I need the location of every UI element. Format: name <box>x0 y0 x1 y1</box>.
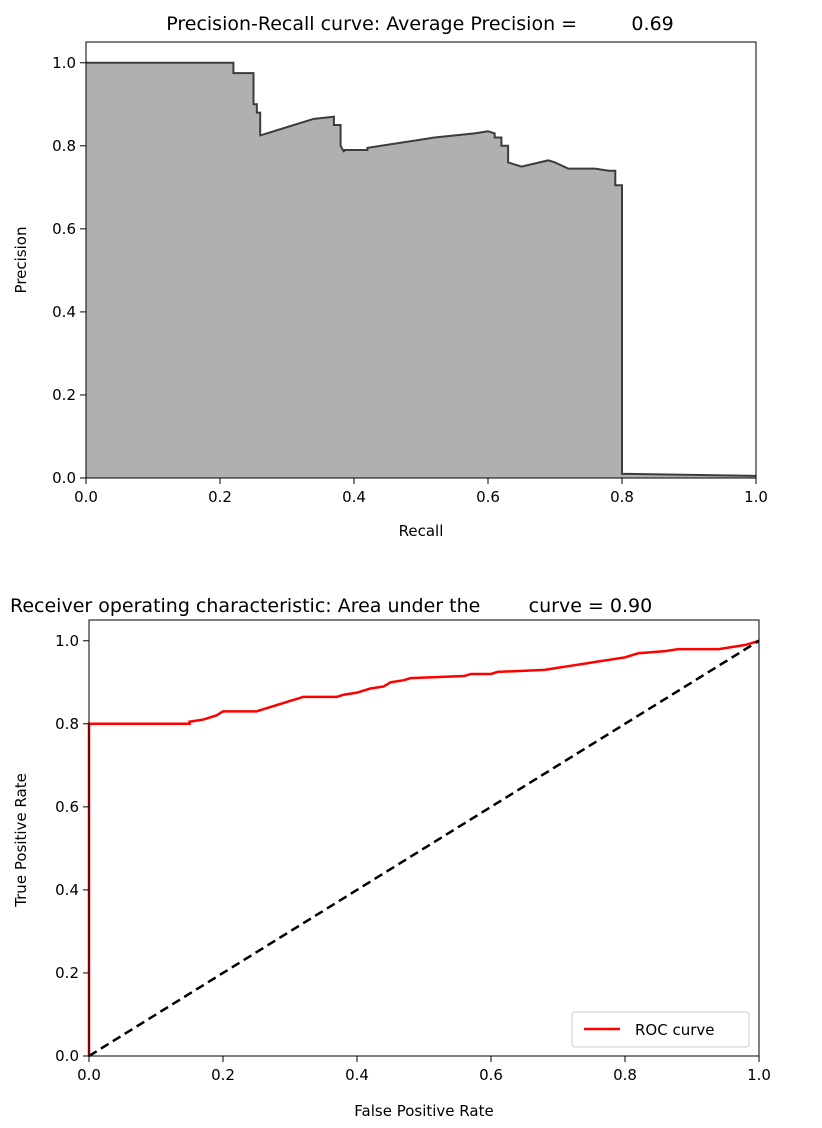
pr-y-tick-label: 0.6 <box>52 220 76 238</box>
roc-y-tick-label: 0.8 <box>55 715 79 733</box>
roc-y-tick-label: 1.0 <box>55 632 79 650</box>
roc-y-tick-label: 0.4 <box>55 881 79 899</box>
chance-diagonal-line <box>88 639 760 1058</box>
pr-x-tick-label: 0.0 <box>74 488 98 506</box>
roc-x-tick-label: 1.0 <box>747 1066 771 1084</box>
legend-roc-label: ROC curve <box>635 1021 715 1039</box>
pr-x-tick-label: 0.8 <box>610 488 634 506</box>
roc-x-tick-label: 0.4 <box>345 1066 369 1084</box>
roc-y-tick-label: 0.2 <box>55 964 79 982</box>
pr-chart-title: Precision-Recall curve: Average Precisio… <box>166 13 674 35</box>
legend-box <box>571 1011 750 1048</box>
pr-curve-line <box>86 61 757 477</box>
precision-recall-chart: Precision-Recall curve: Average Precisio… <box>12 13 768 540</box>
roc-y-tick-label: 0.6 <box>55 798 79 816</box>
roc-chart-title: Receiver operating characteristic: Area … <box>10 595 652 617</box>
pr-y-tick-label: 0.2 <box>52 386 76 404</box>
pr-x-tick-label: 0.2 <box>208 488 232 506</box>
pr-y-axis-label: Precision <box>12 227 30 294</box>
pr-x-ticks: 0.0 0.2 0.4 0.6 0.8 1.0 <box>74 478 768 506</box>
roc-curve-line <box>87 639 760 1056</box>
pr-x-tick-label: 1.0 <box>744 488 768 506</box>
pr-y-tick-label: 0.4 <box>52 303 76 321</box>
roc-plot-area <box>87 639 760 1058</box>
pr-y-tick-label: 1.0 <box>52 54 76 72</box>
pr-y-tick-label: 0.0 <box>52 469 76 487</box>
roc-y-tick-label: 0.0 <box>55 1047 79 1065</box>
roc-axes-frame <box>88 619 760 1057</box>
pr-y-ticks: 0.0 0.2 0.4 0.6 0.8 1.0 <box>52 54 86 487</box>
pr-area-fill <box>86 62 756 479</box>
roc-x-ticks: 0.0 0.2 0.4 0.6 0.8 1.0 <box>77 1056 771 1084</box>
pr-axes-frame <box>85 41 757 479</box>
pr-plot-area <box>86 61 757 479</box>
pr-x-axis-label: Recall <box>399 522 444 540</box>
roc-x-tick-label: 0.0 <box>77 1066 101 1084</box>
roc-x-tick-label: 0.2 <box>211 1066 235 1084</box>
roc-x-axis-label: False Positive Rate <box>354 1102 493 1120</box>
roc-y-axis-label: True Positive Rate <box>12 773 30 908</box>
pr-x-tick-label: 0.6 <box>476 488 500 506</box>
roc-x-tick-label: 0.6 <box>479 1066 503 1084</box>
roc-y-ticks: 0.0 0.2 0.4 0.6 0.8 1.0 <box>55 632 89 1065</box>
roc-chart: Receiver operating characteristic: Area … <box>10 595 771 1120</box>
pr-y-tick-label: 0.8 <box>52 137 76 155</box>
roc-x-tick-label: 0.8 <box>613 1066 637 1084</box>
roc-legend: ROC curve <box>571 1011 750 1048</box>
pr-x-tick-label: 0.4 <box>342 488 366 506</box>
